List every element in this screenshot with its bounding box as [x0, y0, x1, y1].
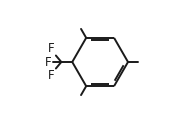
Text: F: F	[48, 69, 55, 82]
Text: F: F	[48, 42, 55, 55]
Text: F: F	[45, 56, 51, 68]
